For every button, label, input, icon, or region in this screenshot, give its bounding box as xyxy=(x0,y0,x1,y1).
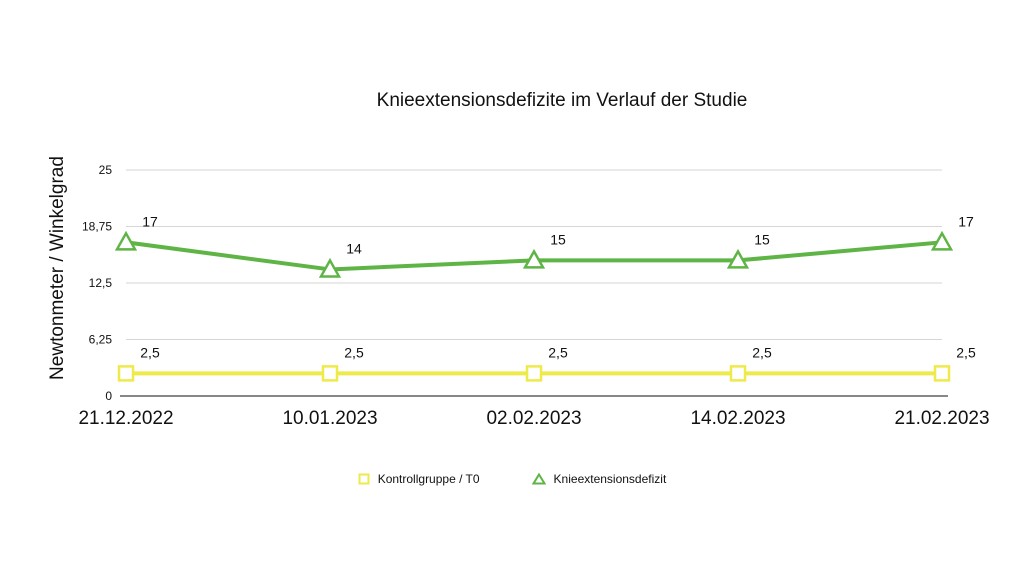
y-tick-label: 12,5 xyxy=(89,276,113,290)
x-tick-label: 21.12.2022 xyxy=(78,408,173,429)
x-tick-label: 10.01.2023 xyxy=(282,408,377,429)
legend-item-knieextensionsdefizit: Knieextensionsdefizit xyxy=(531,472,667,486)
y-tick-label: 0 xyxy=(105,389,112,403)
data-point-marker xyxy=(321,365,339,382)
x-tick-label: 14.02.2023 xyxy=(690,408,785,429)
data-point-marker xyxy=(117,365,135,382)
legend-item-kontrollgruppe: Kontrollgruppe / T0 xyxy=(358,472,480,486)
legend: Kontrollgruppe / T0 Knieextensionsdefizi… xyxy=(0,472,1024,486)
data-label: 17 xyxy=(142,213,158,229)
chart-title: Knieextensionsdefizite im Verlauf der St… xyxy=(376,90,748,111)
y-tick-label: 25 xyxy=(99,163,113,177)
legend-label-knieextensionsdefizit: Knieextensionsdefizit xyxy=(553,472,667,486)
data-point-marker xyxy=(525,365,543,382)
data-label: 17 xyxy=(958,213,974,229)
data-point-marker xyxy=(726,248,750,269)
data-label: 2,5 xyxy=(140,344,160,360)
data-label: 2,5 xyxy=(752,344,772,360)
data-label: 2,5 xyxy=(344,344,364,360)
data-label: 14 xyxy=(346,240,362,256)
legend-label-kontrollgruppe: Kontrollgruppe / T0 xyxy=(377,472,480,486)
triangle-marker-icon xyxy=(531,473,546,485)
data-point-marker xyxy=(114,230,138,251)
data-point-marker xyxy=(930,230,954,251)
y-tick-label: 6,25 xyxy=(89,333,113,347)
square-marker-icon xyxy=(358,473,370,485)
data-point-marker xyxy=(522,248,546,269)
x-tick-label: 21.02.2023 xyxy=(894,408,989,429)
data-label: 15 xyxy=(754,231,770,247)
data-point-marker xyxy=(933,365,951,382)
y-tick-label: 18,75 xyxy=(82,220,112,234)
data-label: 2,5 xyxy=(956,344,976,360)
data-point-marker xyxy=(318,257,342,278)
data-label: 2,5 xyxy=(548,344,568,360)
data-label: 15 xyxy=(550,231,566,247)
data-point-marker xyxy=(729,365,747,382)
x-tick-label: 02.02.2023 xyxy=(486,408,581,429)
